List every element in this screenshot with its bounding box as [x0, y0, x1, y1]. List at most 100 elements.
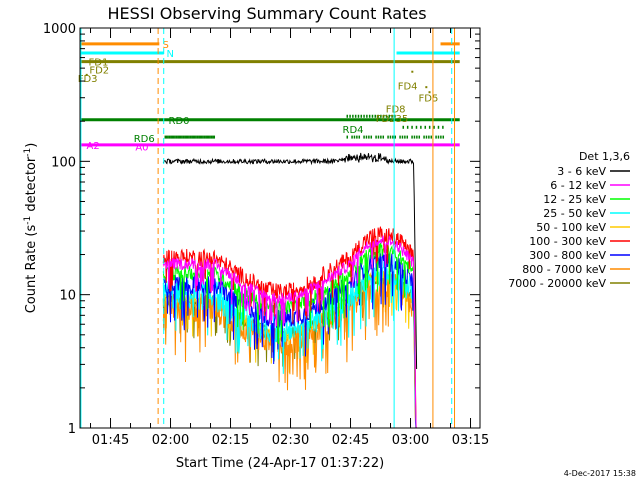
flag-segment: [392, 135, 394, 139]
series-line: [162, 226, 417, 428]
y-axis-label-part: -1: [23, 216, 33, 225]
flag-segment: [440, 135, 442, 139]
flag-segment: [358, 135, 361, 139]
flag-segment: [351, 135, 353, 139]
flag-label: S: [163, 40, 169, 51]
y-axis-label-part: -1: [23, 148, 33, 157]
flag-segment: [181, 135, 183, 139]
flag-segment: [206, 135, 209, 139]
flag-segment: [193, 135, 196, 139]
series-line: [162, 270, 417, 428]
y-axis-label-part: Count Rate (s: [24, 225, 39, 314]
flag-segment: [356, 135, 358, 139]
flag-label: A2: [87, 141, 100, 152]
flag-segment: [189, 135, 192, 139]
legend-label: 3 - 6 keV: [557, 165, 606, 178]
flag-segment: [360, 114, 363, 118]
flag-segment: [423, 135, 425, 139]
flag-segment: [442, 125, 444, 129]
flag-segment: [377, 114, 379, 118]
legend-label: 7000 - 20000 keV: [508, 277, 606, 290]
flag-segment: [352, 114, 354, 118]
flag-segment: [164, 135, 167, 139]
flag-dot: [428, 91, 431, 94]
axis-layer: 1 10 100 1000 01:45 02:00 02:15 02:30 02:45 03:00…: [43, 22, 489, 448]
flag-segment: [413, 135, 416, 139]
flag-segment: [192, 135, 195, 139]
flag-segment: [424, 125, 427, 129]
flag-segment: [437, 125, 440, 129]
flag-segment: [205, 135, 207, 139]
flag-segment: [171, 135, 174, 139]
flag-segment: [380, 114, 382, 118]
flag-segment: [402, 125, 405, 129]
flag-segment: [177, 135, 179, 139]
x-tick-label: 01:45: [92, 433, 129, 448]
flag-segment: [168, 135, 171, 139]
flag-segment: [437, 135, 440, 139]
flag-label: FD235: [376, 114, 409, 125]
flag-segment: [167, 135, 169, 139]
flag-segment: [175, 135, 178, 139]
flag-segment: [420, 125, 422, 129]
flag-label: N: [167, 49, 174, 60]
flag-dot: [411, 70, 414, 73]
flag-segment: [382, 135, 385, 139]
y-tick-label: 10: [59, 289, 76, 304]
y-tick-label: 1: [68, 422, 76, 437]
flag-segment: [382, 114, 385, 118]
x-tick-label: 03:00: [392, 433, 429, 448]
flag-segment: [389, 135, 392, 139]
flag-segment: [371, 114, 374, 118]
flag-segment: [433, 125, 435, 129]
flag-segment: [411, 125, 413, 129]
flag-segment: [368, 135, 370, 139]
flag-segment: [366, 114, 368, 118]
flag-segment: [349, 114, 351, 118]
flag-segment: [370, 135, 373, 139]
flag-label: FD5: [419, 94, 439, 105]
series-line: [162, 250, 417, 428]
flag-label: FD3: [78, 74, 98, 85]
legend-label: 800 - 7000 keV: [522, 263, 606, 276]
flag-segment: [200, 135, 203, 139]
y-axis-label-part: detector: [24, 156, 39, 216]
flag-label: RD6: [134, 134, 155, 145]
flag-segment: [188, 135, 190, 139]
flag-segment: [363, 135, 365, 139]
flag-segment: [203, 135, 206, 139]
flag-segment: [418, 135, 421, 139]
x-tick-label: 03:15: [452, 433, 489, 448]
series-line: [162, 152, 418, 370]
flag-segment: [385, 114, 388, 118]
flag-segment: [394, 135, 397, 139]
flag-segment: [415, 125, 418, 129]
flag-segment: [209, 135, 211, 139]
flag-label: RD0: [169, 116, 190, 127]
flag-segment: [174, 135, 176, 139]
flag-segment: [377, 135, 380, 139]
flag-segment: [394, 114, 396, 118]
flag-segment: [388, 114, 391, 118]
flag-segment: [425, 135, 428, 139]
flag-segment: [430, 135, 433, 139]
flag-segment: [380, 135, 382, 139]
footer-timestamp: 4-Dec-2017 15:38: [564, 469, 636, 478]
flag-segment: [346, 135, 349, 139]
flag-segment: [196, 135, 199, 139]
flag-segment: [416, 135, 418, 139]
flag-label: RD4: [343, 125, 364, 136]
flag-dot: [85, 73, 88, 76]
vertical-marker-layer: [80, 28, 456, 428]
flag-segment: [199, 135, 202, 139]
flag-label: FD4: [398, 82, 418, 93]
flag-segment: [354, 114, 357, 118]
flag-label: FD8: [386, 104, 406, 115]
x-tick-label: 02:30: [272, 433, 309, 448]
x-tick-label: 02:15: [212, 433, 249, 448]
flag-segment: [357, 114, 360, 118]
flag-segment: [353, 135, 356, 139]
flag-segment: [202, 135, 204, 139]
flag-segment: [442, 135, 445, 139]
